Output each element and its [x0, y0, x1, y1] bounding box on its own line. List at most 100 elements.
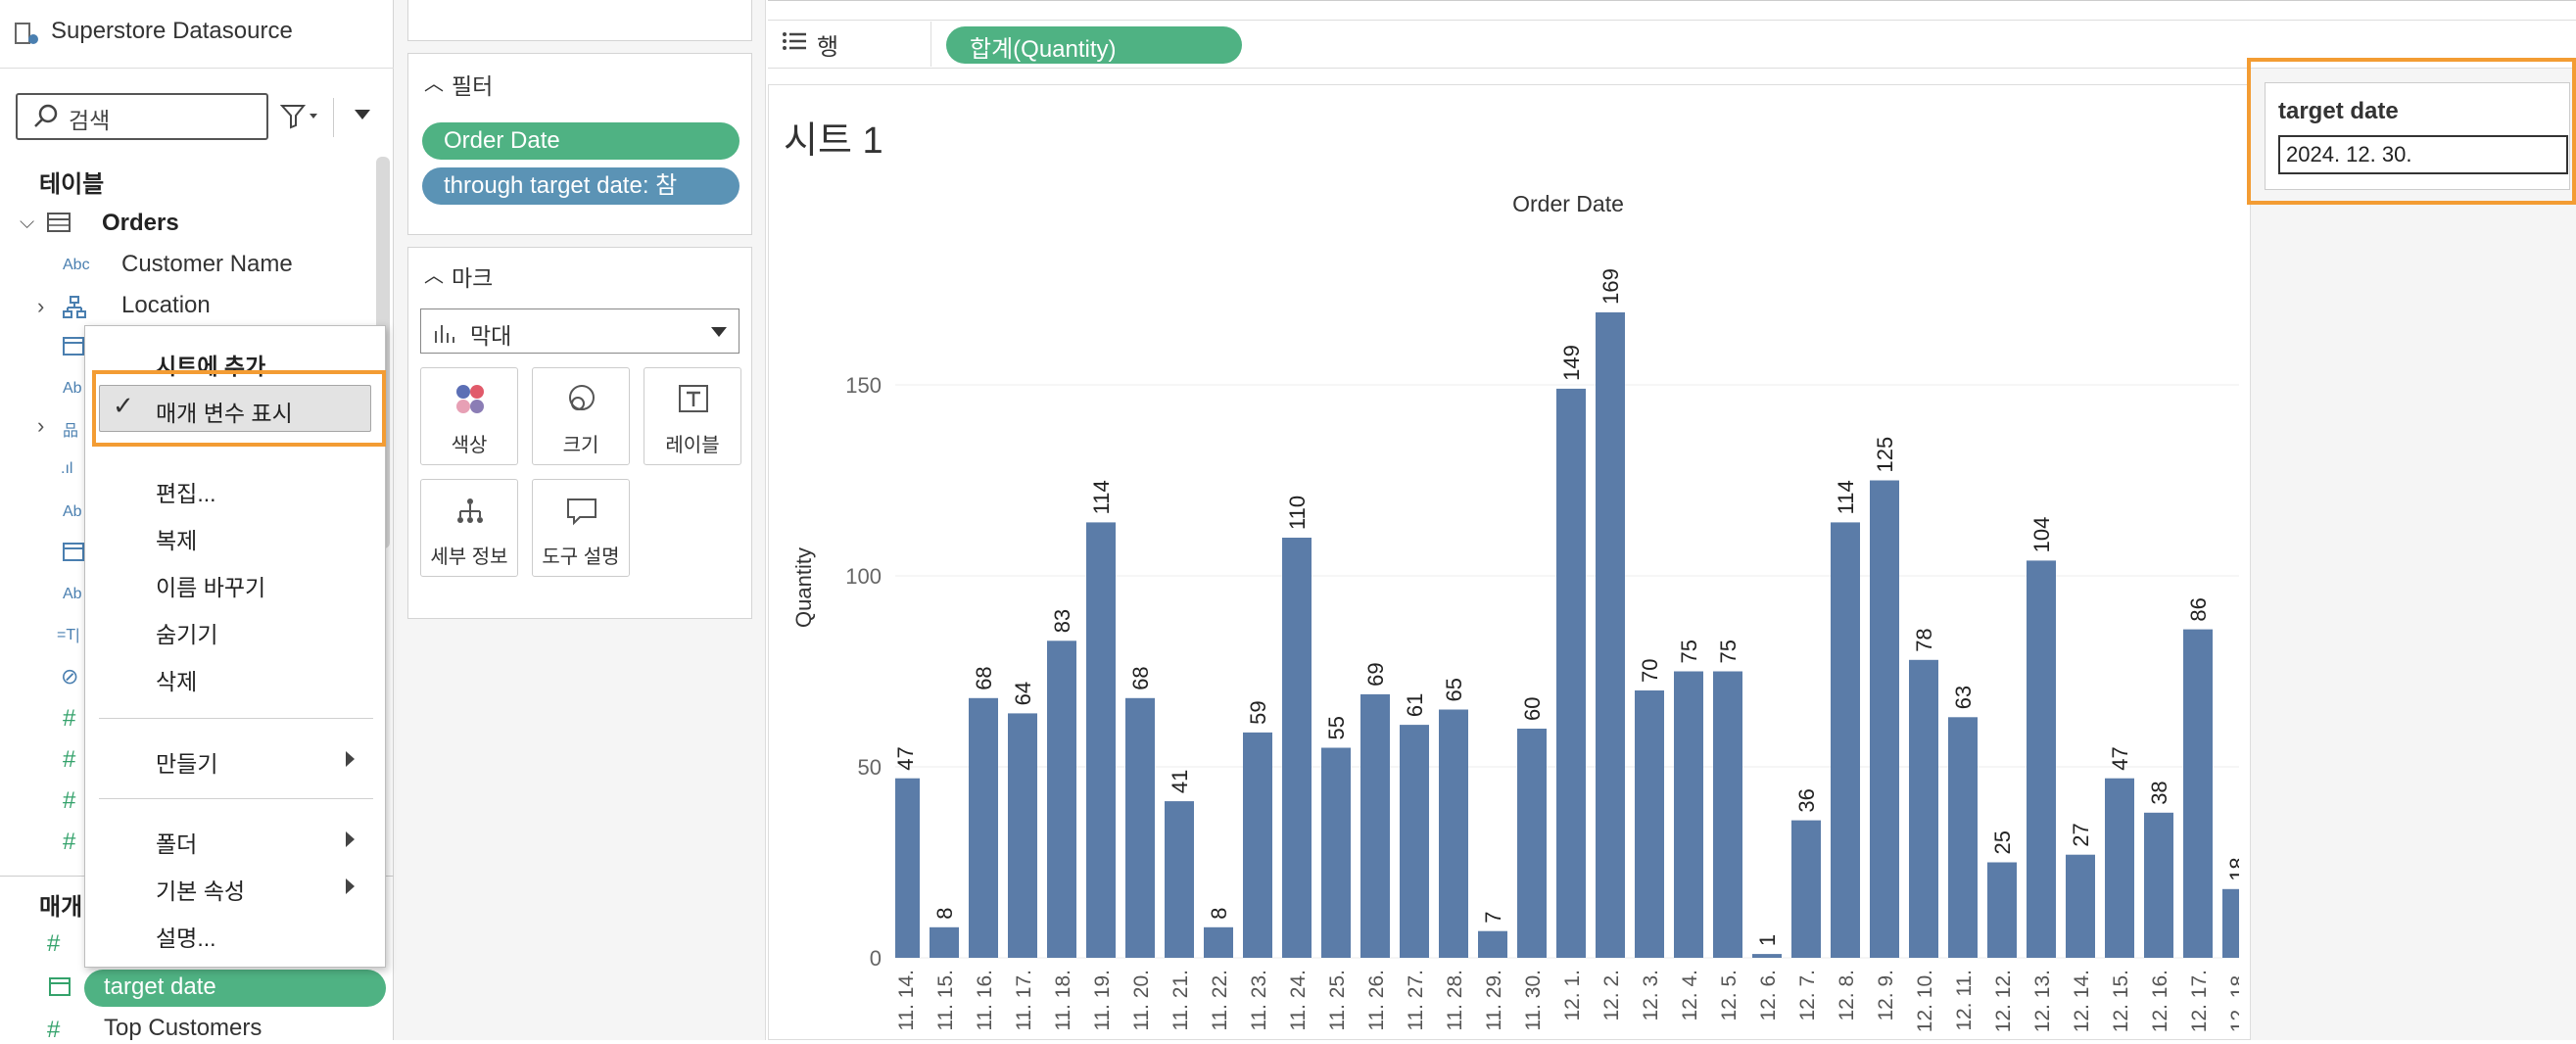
- data-label: 47: [2108, 746, 2132, 770]
- x-tick-label: 11. 20.: [1130, 970, 1153, 1031]
- bar: [969, 697, 998, 958]
- measure-hash-icon: #: [47, 1017, 61, 1043]
- detail-label: 세부 정보: [430, 546, 508, 568]
- size-circles-icon: [569, 385, 595, 410]
- cards-pane: ︿ 필터 Order Date through target date: 참 ︿…: [394, 0, 766, 1040]
- bar: [1635, 690, 1664, 958]
- data-label: 86: [2186, 597, 2211, 621]
- target-date-input[interactable]: 2024. 12. 30.: [2278, 135, 2568, 174]
- bar: [1870, 480, 1899, 958]
- search-icon: [34, 104, 58, 127]
- sheet-title: 시트 1: [784, 120, 883, 162]
- data-label: 70: [1638, 659, 1662, 683]
- data-label: 125: [1873, 437, 1897, 473]
- data-label: 8: [1207, 908, 1231, 920]
- datasource-icon: [15, 23, 38, 44]
- menu-delete[interactable]: 삭제: [156, 669, 198, 694]
- parameter-target-date[interactable]: [84, 970, 386, 1007]
- size-button[interactable]: 크기: [532, 367, 630, 465]
- table-orders[interactable]: Orders: [102, 210, 179, 236]
- search-input[interactable]: [16, 93, 268, 140]
- menu-default-properties[interactable]: 기본 속성: [156, 878, 246, 904]
- menu-rename[interactable]: 이름 바꾸기: [156, 575, 266, 600]
- menu-folder[interactable]: 폴더: [156, 831, 198, 857]
- data-label: 64: [1011, 682, 1035, 705]
- dropdown-arrow-icon: [711, 327, 727, 337]
- menu-edit[interactable]: 편집...: [156, 481, 216, 506]
- data-label: 18: [2225, 857, 2250, 880]
- data-label: 55: [1324, 716, 1349, 739]
- x-tick-label: 11. 21.: [1169, 970, 1192, 1031]
- menu-show-parameter-row[interactable]: [99, 385, 371, 432]
- datasource-name: Superstore Datasource: [51, 18, 293, 44]
- data-label: 8: [932, 908, 957, 920]
- menu-show-parameter[interactable]: 매개 변수 표시: [156, 401, 293, 426]
- bar: [1243, 732, 1272, 958]
- x-tick-label: 11. 16.: [974, 970, 996, 1031]
- string-type-icon: Ab: [63, 380, 82, 397]
- calc-type-icon: =T|: [57, 627, 80, 643]
- data-label: 47: [893, 746, 918, 770]
- submenu-arrow-icon: [346, 878, 355, 894]
- chevron-right-icon[interactable]: ›: [37, 294, 45, 318]
- menu-describe[interactable]: 설명...: [156, 925, 216, 951]
- bar: [1948, 717, 1978, 958]
- x-tick-label: 11. 14.: [895, 970, 918, 1031]
- bar: [1321, 747, 1351, 958]
- x-tick-label: 12. 17.: [2188, 970, 2211, 1032]
- mark-type-dropdown[interactable]: 막대: [420, 308, 739, 354]
- data-label: 149: [1559, 345, 1584, 381]
- collapse-caret-icon[interactable]: ︿: [424, 265, 444, 287]
- x-tick-label: 12. 9.: [1875, 970, 1897, 1021]
- color-dots-icon: [456, 385, 484, 413]
- x-tick-label: 11. 26.: [1365, 970, 1388, 1031]
- x-tick-label: 12. 8.: [1836, 970, 1858, 1021]
- hierarchy-icon: 品: [63, 423, 79, 440]
- text-label-icon: [679, 385, 708, 412]
- filter-pill-through-target[interactable]: through target date: 참: [422, 167, 739, 205]
- detail-button[interactable]: 세부 정보: [420, 479, 518, 577]
- chevron-down-icon[interactable]: ⌵: [20, 212, 35, 233]
- marks-title: 마크: [452, 265, 494, 291]
- filters-title: 필터: [452, 73, 494, 99]
- menu-add-to-sheet[interactable]: 시트에 추가: [156, 354, 266, 379]
- x-tick-label: 12. 10.: [1914, 970, 1936, 1032]
- bar: [2066, 854, 2095, 958]
- filter-funnel-icon[interactable]: [280, 102, 323, 131]
- field-location[interactable]: › Location: [0, 290, 372, 325]
- collapse-caret-icon[interactable]: ︿: [424, 73, 444, 95]
- bar: [1831, 522, 1860, 958]
- rows-shelf-label: 행: [817, 34, 839, 61]
- menu-hide[interactable]: 숨기기: [156, 622, 218, 647]
- color-button[interactable]: 색상: [420, 367, 518, 465]
- menu-create[interactable]: 만들기: [156, 751, 218, 777]
- bar: [930, 926, 959, 958]
- highlight-annotation: [92, 370, 386, 447]
- string-type-icon: Ab: [63, 586, 82, 602]
- bin-type-icon: .ıl: [61, 460, 73, 477]
- data-label: 114: [1834, 480, 1858, 514]
- x-tick-label: 11. 28.: [1444, 970, 1466, 1031]
- rows-pill-sum-quantity[interactable]: [946, 26, 1242, 64]
- data-label: 41: [1168, 770, 1192, 793]
- chevron-right-icon[interactable]: ›: [37, 413, 45, 438]
- menu-duplicate[interactable]: 복제: [156, 528, 198, 553]
- field-customer-name[interactable]: Abc Customer Name: [0, 249, 372, 284]
- data-label: 114: [1089, 480, 1114, 514]
- parameter-top-customers[interactable]: Top Customers: [104, 1015, 262, 1041]
- tooltip-button[interactable]: 도구 설명: [532, 479, 630, 577]
- x-tick-label: 11. 15.: [934, 970, 957, 1031]
- data-label: 68: [972, 666, 996, 689]
- pane-menu-caret-icon[interactable]: [355, 110, 370, 119]
- data-label: 27: [2069, 823, 2093, 846]
- columns-shelf-edge: [768, 0, 2576, 4]
- filter-pill-order-date[interactable]: Order Date: [422, 122, 739, 160]
- label-button[interactable]: 레이블: [644, 367, 741, 465]
- measure-hash-icon: #: [63, 746, 76, 773]
- x-tick-label: 11. 24.: [1287, 970, 1310, 1031]
- datasource-row[interactable]: [0, 8, 394, 69]
- data-label: 61: [1403, 693, 1427, 717]
- measure-hash-icon: #: [63, 705, 76, 732]
- data-label: 63: [1951, 686, 1976, 709]
